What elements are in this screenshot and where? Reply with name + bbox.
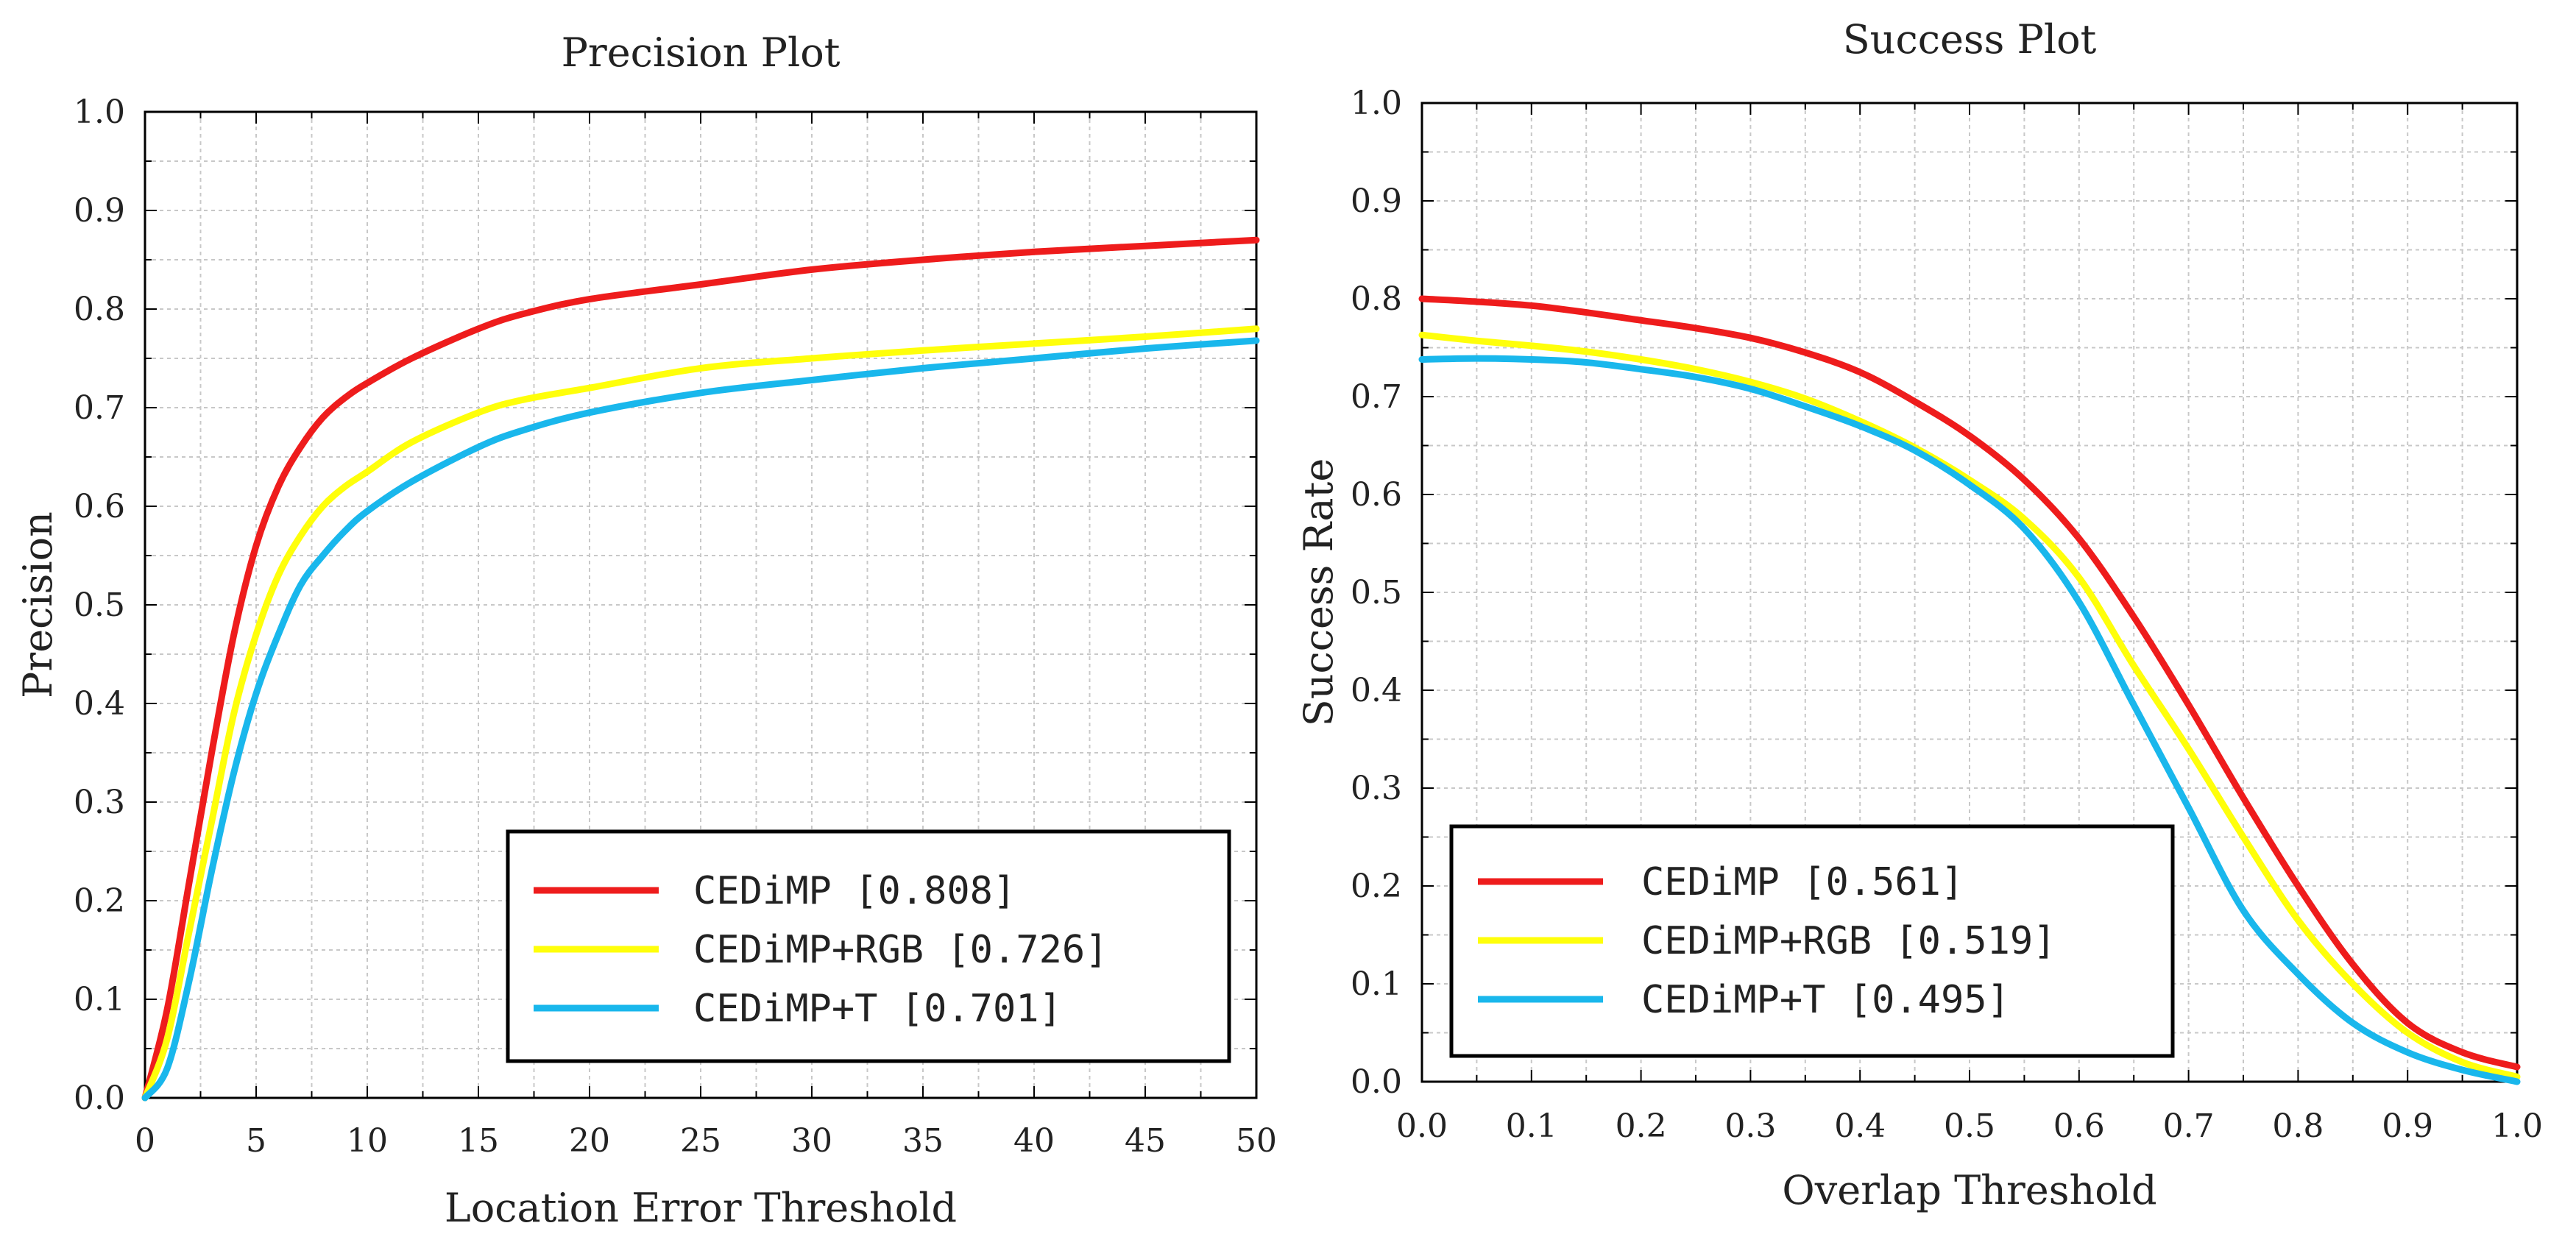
plot-area-frame bbox=[144, 110, 1258, 1099]
x-tick-label: 0.2 bbox=[1616, 1107, 1667, 1145]
legend-label: CEDiMP+RGB [0.726] bbox=[693, 928, 1108, 972]
x-tick-label: 0.6 bbox=[2053, 1107, 2105, 1145]
chart-title: Success Plot bbox=[1843, 16, 2097, 63]
y-tick-label: 0.0 bbox=[1351, 1063, 1402, 1101]
y-tick-label: 1.0 bbox=[1351, 85, 1402, 122]
y-tick-label: 0.7 bbox=[74, 389, 125, 427]
y-tick-label: 0.4 bbox=[74, 685, 125, 723]
legend-label: CEDiMP+RGB [0.519] bbox=[1641, 919, 2056, 963]
y-tick-label: 0.6 bbox=[74, 488, 125, 525]
y-axis-label: Precision bbox=[15, 511, 61, 698]
x-tick-label: 50 bbox=[1236, 1122, 1277, 1160]
x-tick-label: 0.1 bbox=[1506, 1107, 1557, 1145]
y-tick-label: 0.7 bbox=[1351, 378, 1402, 416]
series-line-cedimp-t bbox=[1418, 355, 2521, 1085]
y-tick-label: 0.5 bbox=[74, 586, 125, 624]
y-tick-label: 0.0 bbox=[74, 1079, 125, 1117]
series-line-cedimp-rgb bbox=[141, 325, 1260, 1102]
y-tick-label: 0.2 bbox=[74, 882, 125, 920]
y-tick-label: 0.9 bbox=[74, 192, 125, 230]
x-tick-label: 0.8 bbox=[2272, 1107, 2324, 1145]
y-tick-label: 0.2 bbox=[1351, 868, 1402, 905]
x-tick-label: 35 bbox=[902, 1122, 944, 1160]
legend: CEDiMP [0.561] CEDiMP+RGB [0.519] CEDiMP+T… bbox=[1449, 824, 2175, 1058]
y-axis-label: Success Rate bbox=[1295, 458, 1342, 727]
x-tick-label: 45 bbox=[1125, 1122, 1166, 1160]
legend-label: CEDiMP+T [0.495] bbox=[1641, 978, 2010, 1022]
y-tick-label: 0.3 bbox=[74, 784, 125, 821]
y-tick-label: 0.6 bbox=[1351, 476, 1402, 514]
x-tick-label: 10 bbox=[347, 1122, 388, 1160]
series-line-cedimp bbox=[1418, 295, 2521, 1071]
legend: CEDiMP [0.808] CEDiMP+RGB [0.726] CEDiMP+T… bbox=[506, 829, 1231, 1063]
x-tick-label: 15 bbox=[458, 1122, 499, 1160]
x-tick-label: 0.7 bbox=[2163, 1107, 2215, 1145]
y-tick-label: 0.9 bbox=[1351, 182, 1402, 220]
chart-title: Precision Plot bbox=[562, 29, 841, 76]
series-line-cedimp bbox=[141, 236, 1260, 1102]
plot-area-frame bbox=[1420, 102, 2519, 1083]
legend-label: CEDiMP [0.561] bbox=[1641, 860, 1964, 904]
x-tick-label: 5 bbox=[246, 1122, 266, 1160]
y-tick-label: 1.0 bbox=[74, 93, 125, 131]
y-tick-label: 0.5 bbox=[1351, 574, 1402, 611]
legend-label: CEDiMP [0.808] bbox=[693, 869, 1016, 913]
x-tick-label: 40 bbox=[1013, 1122, 1055, 1160]
precision-plot: 0 5 10 15 20 25 30 35 40 45 50 0.0 0.1 0.2 0.3 0.4 0.5 0.… bbox=[15, 29, 1277, 1231]
series-line-cedimp-rgb bbox=[1418, 331, 2521, 1080]
x-tick-label: 0.5 bbox=[1944, 1107, 1995, 1145]
y-tick-label: 0.3 bbox=[1351, 770, 1402, 807]
x-tick-label: 0.0 bbox=[1396, 1107, 1448, 1145]
success-plot: 0.0 0.1 0.2 0.3 0.4 0.5 0.6 0.7 0.8 0.9 1.0 0.0 0.1 0… bbox=[1295, 16, 2543, 1213]
x-axis-label: Location Error Threshold bbox=[445, 1185, 957, 1231]
y-tick-label: 0.8 bbox=[74, 291, 125, 328]
x-tick-label: 20 bbox=[569, 1122, 610, 1160]
grid bbox=[1422, 103, 2517, 1082]
x-tick-label: 0.9 bbox=[2382, 1107, 2433, 1145]
y-tick-label: 0.1 bbox=[1351, 965, 1402, 1003]
x-tick-label: 0.3 bbox=[1724, 1107, 1776, 1145]
legend-label: CEDiMP+T [0.701] bbox=[693, 987, 1062, 1031]
x-tick-label: 30 bbox=[791, 1122, 832, 1160]
x-tick-label: 0.4 bbox=[1834, 1107, 1886, 1145]
y-tick-label: 0.8 bbox=[1351, 280, 1402, 318]
series-line-cedimp-t bbox=[141, 337, 1260, 1102]
x-tick-label: 0 bbox=[135, 1122, 155, 1160]
y-tick-label: 0.4 bbox=[1351, 672, 1402, 709]
x-tick-label: 1.0 bbox=[2491, 1107, 2543, 1145]
x-axis-label: Overlap Threshold bbox=[1782, 1167, 2156, 1213]
x-tick-label: 25 bbox=[680, 1122, 721, 1160]
y-tick-label: 0.1 bbox=[74, 981, 125, 1018]
